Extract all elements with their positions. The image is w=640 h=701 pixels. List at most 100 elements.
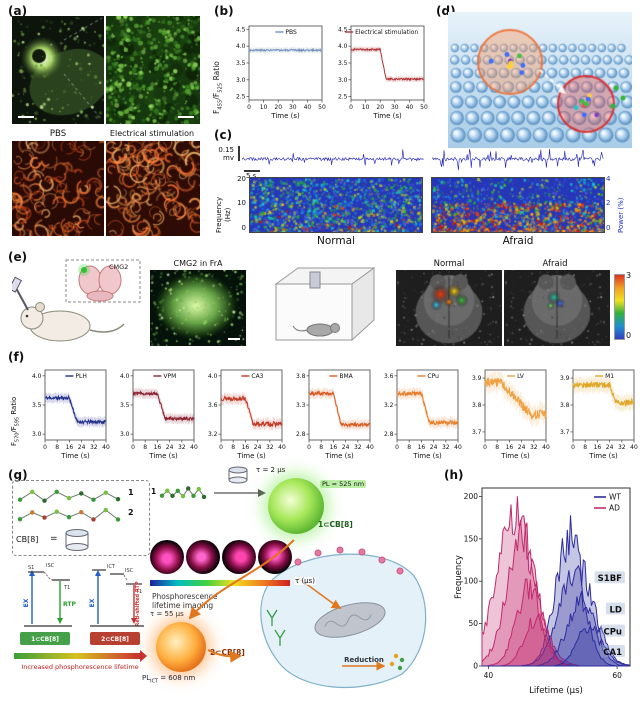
jablonski-diagram-2: EX ICT ISC T1 Red-shifted RTP 2⊂CB[8] — [89, 564, 144, 645]
x-axis-title: Time (s) — [236, 452, 266, 460]
y-tick-label: 4.0 — [338, 43, 348, 50]
data-series-line — [484, 377, 547, 421]
x-tick-label: 60 — [612, 671, 622, 680]
voltage-scale-unit: mv — [223, 154, 234, 162]
panel-e-label: (e) — [8, 250, 28, 264]
x-tick-label: 32 — [530, 444, 538, 451]
tau-colorbar — [150, 580, 290, 586]
lifetime-gradient-bar — [14, 653, 140, 659]
isc-label: ISC — [125, 568, 134, 574]
voltage-scale-label: 0.15 mv — [210, 146, 234, 162]
x-tick-label: 32 — [90, 444, 98, 451]
pbs-column-label: PBS — [49, 129, 67, 139]
ylabel-sub: 525 — [217, 82, 224, 93]
plot-area: 2.5 3.0 3.5 4.0 4.5 0 10 20 30 40 50 Time (s) Electr… — [338, 25, 428, 120]
error-band — [309, 387, 370, 432]
chart-vpm: 3.0 3.5 4.0 0 8 16 24 32 40 Time (s) VPM — [120, 369, 198, 460]
data-series-line — [308, 390, 371, 428]
eeg-trace-normal — [242, 149, 424, 166]
y-tick-label: 100 — [464, 577, 479, 586]
region-label: CPu — [603, 628, 622, 638]
x-axis-title: Time (s) — [270, 112, 300, 120]
region-label-bg — [594, 571, 625, 584]
x-tick-label: 40 — [304, 104, 312, 111]
t1-label: T1 — [63, 585, 70, 591]
complex1-pl-label: PL = 525 nm — [320, 480, 367, 488]
nanoparticle-membrane-illustration — [448, 12, 632, 148]
x-tick-label: 10 — [362, 104, 370, 111]
y-tick-label: 4.5 — [236, 26, 246, 33]
complex2-name: 2⊂CB[8] — [210, 648, 245, 657]
x-tick-label: 24 — [166, 444, 174, 451]
distribution-wt — [482, 625, 630, 667]
y-tick-label: 3.6 — [384, 373, 394, 380]
eeg-trace-afraid — [432, 148, 604, 171]
power-tick-2: 2 — [606, 199, 611, 207]
cb8-barrel-icon-small — [228, 466, 248, 484]
s1-label: S1 — [28, 565, 34, 571]
x-tick-label: 40 — [484, 671, 494, 680]
ylabel-sub: 455 — [217, 99, 224, 110]
y-tick-label: 150 — [464, 534, 479, 543]
brain-condition-normal: Normal — [433, 259, 465, 269]
error-band — [45, 391, 106, 429]
y-tick-label: 3.3 — [296, 402, 306, 409]
complex1-sphere — [268, 478, 324, 534]
lifetime-distribution-chart: 0 50 100 150 200 40 60 Lifetime (μs) Frequency S1… — [454, 487, 631, 696]
pl-text: PL — [142, 674, 151, 682]
plot-area: 3.0 3.5 4.0 0 8 16 24 32 40 Time (s) VPM — [120, 369, 198, 460]
cb8-label: CB[8] — [16, 535, 39, 544]
error-band — [397, 386, 458, 430]
panel-a-label: (a) — [8, 4, 28, 18]
chamber-mouse-tail — [292, 325, 308, 332]
ylabel-text: Ratio — [10, 396, 18, 417]
y-tick-label: 3.0 — [338, 77, 348, 84]
f-y-axis-title: F570/F595 Ratio — [10, 397, 20, 446]
ylabel-text: F — [212, 109, 221, 114]
chart-electrical-stimulation: 2.5 3.0 3.5 4.0 4.5 0 10 20 30 40 50 Time (s) Electr… — [338, 25, 428, 120]
ylabel-text: Ratio — [212, 61, 221, 83]
x-tick-label: 16 — [66, 444, 74, 451]
x-tick-label: 32 — [354, 444, 362, 451]
ylabel-sub: 570 — [14, 432, 21, 442]
error-band — [221, 391, 282, 432]
membrane-proteins — [294, 546, 404, 575]
y-tick-label: 3.2 — [384, 402, 394, 409]
mouse-tail — [89, 323, 125, 333]
plot-area: 3.2 3.6 4.0 0 8 16 24 32 40 Time (s) CA3 — [208, 369, 286, 460]
x-tick-label: 24 — [518, 444, 526, 451]
x-tick-label: 10 — [260, 104, 268, 111]
legend-label: CPu — [427, 373, 439, 380]
time-scale-bar — [244, 170, 260, 172]
y-tick-label: 3.9 — [560, 375, 570, 382]
x-tick-label: 0 — [395, 444, 399, 451]
compound-1-number-2: 1 — [151, 487, 157, 496]
panel-g-label: (g) — [8, 468, 28, 482]
brain-condition-afraid: Afraid — [542, 259, 568, 269]
x-tick-label: 16 — [330, 444, 338, 451]
x-tick-label: 32 — [442, 444, 450, 451]
legend-label: BMA — [339, 373, 353, 380]
y-tick-label: 3.0 — [120, 431, 130, 438]
y-tick-label: 3.5 — [120, 402, 130, 409]
molecule-legend-box — [12, 480, 150, 556]
region-label-bg — [600, 624, 625, 637]
mouse-injection-diagram: CMG2 — [12, 259, 141, 342]
lifetime-image-4 — [258, 540, 292, 574]
chamber-mouse-body — [306, 323, 334, 337]
pl-sub: ICT — [150, 678, 158, 685]
chart-plh: 3.0 3.5 4.0 0 8 16 24 32 40 Time (s) PLH — [32, 369, 110, 460]
plot-area: 3.0 3.5 4.0 0 8 16 24 32 40 Time (s) PLH — [32, 369, 110, 460]
eeg-waveform — [242, 149, 424, 166]
power-tick-4: 4 — [606, 175, 611, 183]
error-band — [133, 386, 194, 425]
freq-tick-20: 20 — [237, 175, 246, 183]
cb8-barrel-icon — [65, 529, 89, 551]
y-tick-label: 3.7 — [560, 429, 570, 436]
x-axis-title: Time (s) — [148, 452, 178, 460]
x-tick-label: 0 — [43, 444, 47, 451]
panel-c-label: (c) — [214, 128, 233, 142]
y-tick-label: 50 — [468, 619, 478, 628]
legend-label: LV — [517, 373, 525, 380]
data-series-line — [220, 395, 283, 428]
